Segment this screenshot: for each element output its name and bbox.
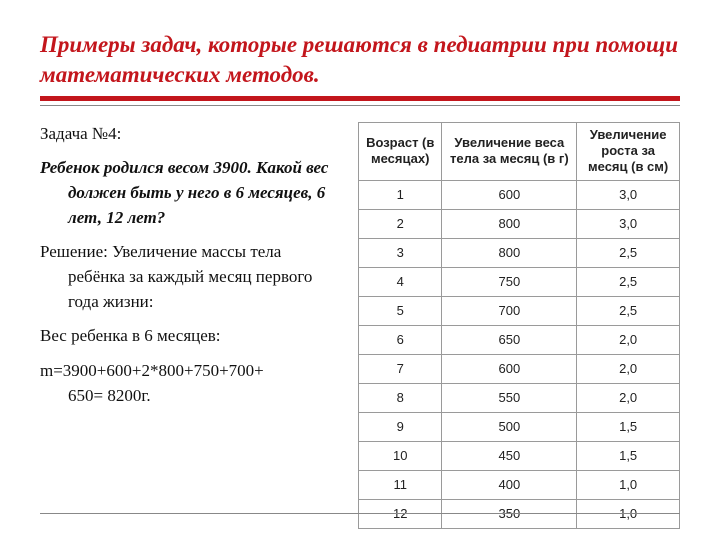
table-cell: 3,0 — [577, 209, 680, 238]
slide-title: Примеры задач, которые решаются в педиат… — [40, 30, 680, 90]
table-row: 57002,5 — [359, 296, 680, 325]
table-cell: 11 — [359, 470, 442, 499]
formula-line-2: 650= 8200г. — [40, 384, 340, 409]
table-cell: 9 — [359, 412, 442, 441]
table-cell: 1,0 — [577, 470, 680, 499]
solution-intro: Решение: Увеличение массы тела ребёнка з… — [40, 240, 340, 314]
weight-line-label: Вес ребенка в 6 месяцев: — [40, 324, 340, 349]
slide: Примеры задач, которые решаются в педиат… — [0, 0, 720, 540]
table-head: Возраст (в месяцах)Увеличение веса тела … — [359, 122, 680, 180]
table-cell: 4 — [359, 267, 442, 296]
table-row: 114001,0 — [359, 470, 680, 499]
table-row: 47502,5 — [359, 267, 680, 296]
table-cell: 800 — [442, 238, 577, 267]
table-row: 28003,0 — [359, 209, 680, 238]
table-cell: 2,0 — [577, 383, 680, 412]
table-cell: 450 — [442, 441, 577, 470]
table-row: 104501,5 — [359, 441, 680, 470]
table-header-row: Возраст (в месяцах)Увеличение веса тела … — [359, 122, 680, 180]
table-cell: 6 — [359, 325, 442, 354]
table-cell: 2 — [359, 209, 442, 238]
accent-rule — [40, 96, 680, 101]
table-cell: 2,0 — [577, 325, 680, 354]
text-column: Задача №4: Ребенок родился весом 3900. К… — [40, 122, 340, 529]
thin-rule-top — [40, 105, 680, 106]
growth-table: Возраст (в месяцах)Увеличение веса тела … — [358, 122, 680, 529]
table-cell: 800 — [442, 209, 577, 238]
table-cell: 1,5 — [577, 412, 680, 441]
table-row: 16003,0 — [359, 180, 680, 209]
table-cell: 3,0 — [577, 180, 680, 209]
table-cell: 550 — [442, 383, 577, 412]
table-cell: 8 — [359, 383, 442, 412]
table-row: 38002,5 — [359, 238, 680, 267]
table-cell: 600 — [442, 180, 577, 209]
table-row: 85502,0 — [359, 383, 680, 412]
table-cell: 700 — [442, 296, 577, 325]
table-header-cell: Возраст (в месяцах) — [359, 122, 442, 180]
task-body: Ребенок родился весом 3900. Какой вес до… — [40, 156, 340, 230]
table-cell: 5 — [359, 296, 442, 325]
table-cell: 500 — [442, 412, 577, 441]
task-label: Задача №4: — [40, 122, 340, 147]
table-cell: 10 — [359, 441, 442, 470]
table-row: 95001,5 — [359, 412, 680, 441]
thin-rule-bottom — [40, 513, 680, 514]
table-row: 76002,0 — [359, 354, 680, 383]
content-row: Задача №4: Ребенок родился весом 3900. К… — [40, 122, 680, 529]
table-cell: 650 — [442, 325, 577, 354]
table-cell: 600 — [442, 354, 577, 383]
table-header-cell: Увеличение роста за месяц (в см) — [577, 122, 680, 180]
table-column: Возраст (в месяцах)Увеличение веса тела … — [358, 122, 680, 529]
table-cell: 2,5 — [577, 296, 680, 325]
formula-line-1: m=3900+600+2*800+750+700+ — [40, 359, 340, 384]
table-body: 16003,028003,038002,547502,557002,566502… — [359, 180, 680, 528]
table-cell: 1,5 — [577, 441, 680, 470]
table-cell: 3 — [359, 238, 442, 267]
table-cell: 2,5 — [577, 267, 680, 296]
table-cell: 2,5 — [577, 238, 680, 267]
table-cell: 2,0 — [577, 354, 680, 383]
table-header-cell: Увеличение веса тела за месяц (в г) — [442, 122, 577, 180]
table-cell: 400 — [442, 470, 577, 499]
table-cell: 1 — [359, 180, 442, 209]
table-row: 66502,0 — [359, 325, 680, 354]
table-cell: 7 — [359, 354, 442, 383]
table-cell: 750 — [442, 267, 577, 296]
